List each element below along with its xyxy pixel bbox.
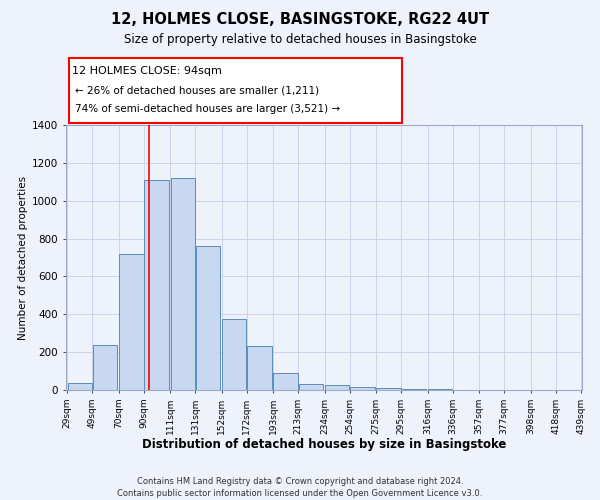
Bar (350, 386, 374, 390)
Text: 12, HOLMES CLOSE, BASINGSTOKE, RG22 4UT: 12, HOLMES CLOSE, BASINGSTOKE, RG22 4UT (111, 12, 489, 28)
Bar (68, 384, 92, 390)
Bar (222, 319, 247, 390)
Bar (170, 178, 195, 390)
Bar (144, 180, 169, 390)
Text: 12 HOLMES CLOSE: 94sqm: 12 HOLMES CLOSE: 94sqm (72, 66, 222, 76)
Bar (247, 346, 272, 390)
Text: Size of property relative to detached houses in Basingstoke: Size of property relative to detached ho… (124, 32, 476, 46)
Bar (401, 389, 426, 390)
Bar (274, 373, 298, 390)
Bar (299, 384, 323, 390)
Bar (376, 388, 401, 390)
Bar (92, 344, 117, 390)
Text: Contains public sector information licensed under the Open Government Licence v3: Contains public sector information licen… (118, 489, 482, 498)
X-axis label: Distribution of detached houses by size in Basingstoke: Distribution of detached houses by size … (142, 438, 506, 451)
Bar (119, 254, 143, 390)
Text: Contains HM Land Registry data © Crown copyright and database right 2024.: Contains HM Land Registry data © Crown c… (137, 478, 463, 486)
Y-axis label: Number of detached properties: Number of detached properties (18, 176, 28, 340)
Bar (196, 246, 220, 390)
Bar (325, 386, 349, 390)
Text: 74% of semi-detached houses are larger (3,521) →: 74% of semi-detached houses are larger (… (75, 104, 340, 115)
Text: ← 26% of detached houses are smaller (1,211): ← 26% of detached houses are smaller (1,… (75, 86, 319, 96)
